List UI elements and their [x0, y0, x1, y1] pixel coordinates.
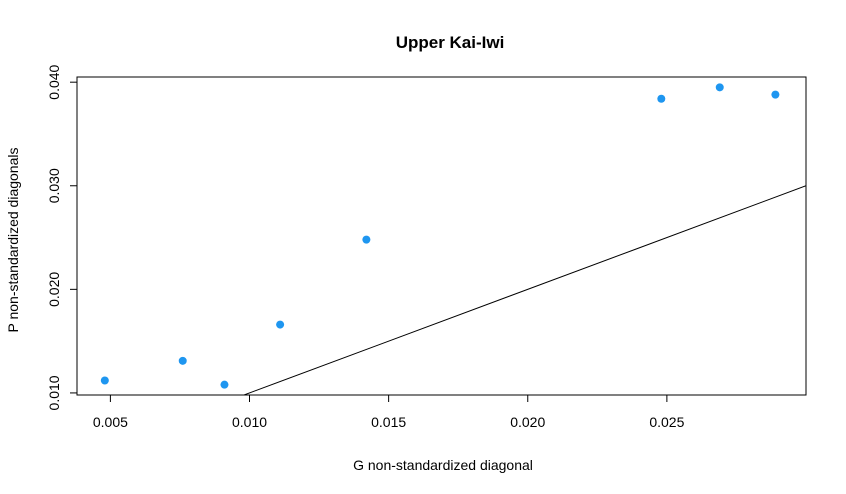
y-tick-label: 0.040	[46, 64, 62, 99]
x-tick-label: 0.005	[93, 414, 128, 430]
y-tick-label: 0.020	[46, 272, 62, 307]
data-point	[715, 83, 724, 92]
data-point	[100, 376, 109, 385]
plot-frame	[76, 76, 807, 396]
x-tick-label: 0.015	[371, 414, 406, 430]
x-tick-label: 0.010	[232, 414, 267, 430]
y-axis: 0.010 0.020 0.030 0.040	[46, 64, 77, 410]
y-tick-label: 0.010	[46, 375, 62, 410]
data-point	[362, 235, 371, 244]
x-tick-label: 0.020	[510, 414, 545, 430]
x-tick-label: 0.025	[649, 414, 684, 430]
data-point	[178, 356, 187, 365]
data-point	[220, 380, 229, 389]
data-point	[771, 90, 780, 99]
reference-line	[242, 185, 806, 395]
x-axis-label: G non-standardized diagonal	[353, 457, 533, 473]
data-point	[657, 94, 666, 103]
data-points	[100, 83, 780, 389]
y-axis-label: P non-standardized diagonals	[5, 148, 21, 333]
chart-title: Upper Kai-Iwi	[396, 33, 505, 52]
data-point	[276, 320, 285, 329]
reference-line-group	[242, 185, 806, 395]
x-axis: 0.005 0.010 0.015 0.020 0.025	[93, 395, 685, 430]
y-tick-label: 0.030	[46, 168, 62, 203]
